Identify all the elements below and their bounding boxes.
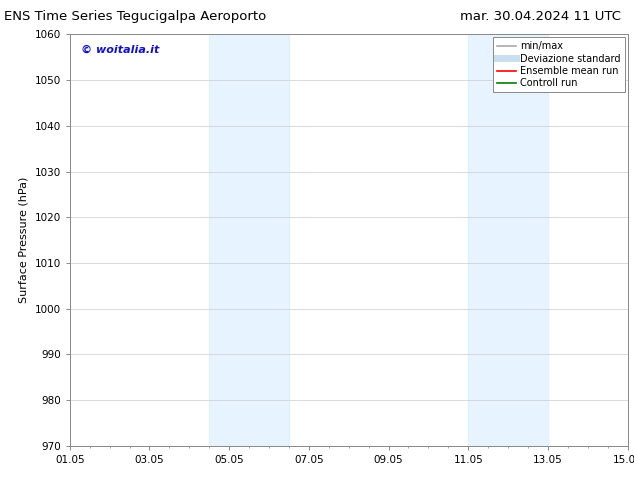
Bar xyxy=(469,34,548,446)
Text: © woitalia.it: © woitalia.it xyxy=(81,45,159,54)
Text: ENS Time Series Tegucigalpa Aeroporto: ENS Time Series Tegucigalpa Aeroporto xyxy=(4,10,266,23)
Y-axis label: Surface Pressure (hPa): Surface Pressure (hPa) xyxy=(19,177,29,303)
Text: mar. 30.04.2024 11 UTC: mar. 30.04.2024 11 UTC xyxy=(460,10,621,23)
Bar xyxy=(209,34,289,446)
Legend: min/max, Deviazione standard, Ensemble mean run, Controll run: min/max, Deviazione standard, Ensemble m… xyxy=(493,37,624,92)
